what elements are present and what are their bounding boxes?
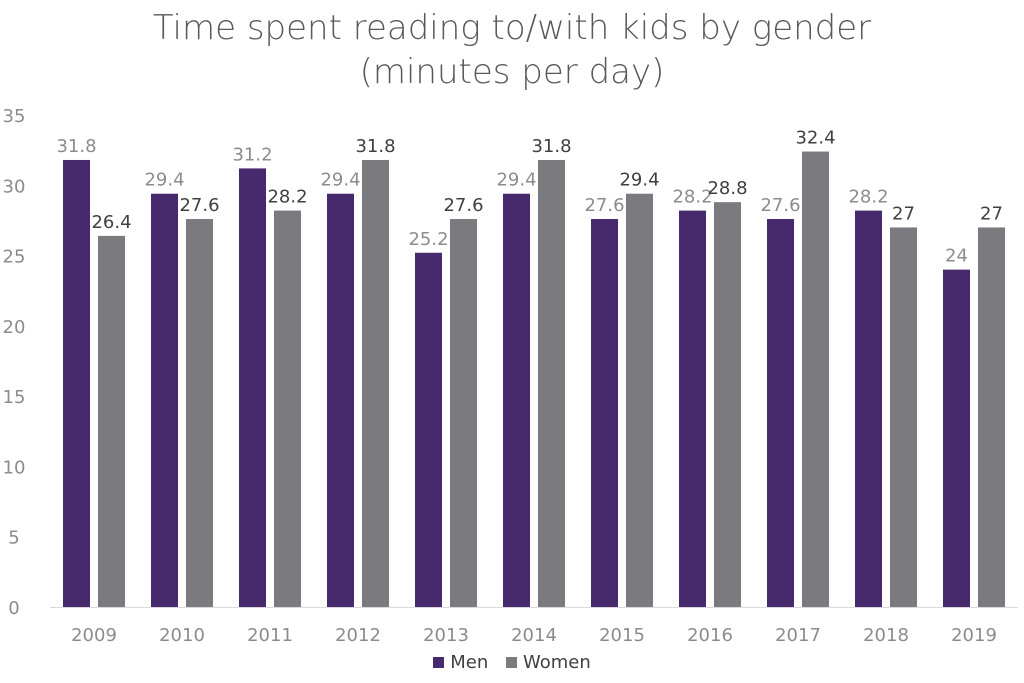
data-label-women: 27 <box>892 203 915 224</box>
data-label-men: 27.6 <box>760 195 800 216</box>
data-label-men: 31.2 <box>232 144 272 165</box>
bar-women <box>362 159 389 608</box>
bar-women <box>274 210 301 608</box>
legend-label-women: Women <box>522 652 591 673</box>
x-tick-label: 2012 <box>335 625 381 646</box>
data-label-women: 26.4 <box>91 212 131 233</box>
x-tick-label: 2017 <box>775 625 821 646</box>
legend-label-men: Men <box>450 652 489 673</box>
x-tick-label: 2011 <box>247 625 293 646</box>
bar-men <box>503 193 530 607</box>
data-label-men: 29.4 <box>496 170 536 191</box>
bar-men <box>679 210 706 608</box>
bar-women <box>538 159 565 608</box>
data-label-women: 29.4 <box>619 170 659 191</box>
legend-swatch-women <box>505 657 517 668</box>
x-tick-label: 2013 <box>423 625 469 646</box>
x-tick-label: 2018 <box>863 625 909 646</box>
y-tick-label: 10 <box>3 457 26 478</box>
bar-women <box>626 193 653 607</box>
bar-men <box>591 219 618 607</box>
bar-men <box>151 193 178 607</box>
data-label-women: 27.6 <box>179 195 219 216</box>
legend-item-men: Men <box>433 652 488 673</box>
y-tick-label: 5 <box>8 528 19 549</box>
data-label-men: 25.2 <box>408 229 448 250</box>
data-label-women: 28.2 <box>267 187 307 208</box>
bar-men <box>767 219 794 607</box>
data-label-men: 24 <box>945 246 968 267</box>
bars <box>63 151 1005 608</box>
y-tick-label: 35 <box>3 106 26 127</box>
data-label-women: 27.6 <box>443 195 483 216</box>
bar-men <box>327 193 354 607</box>
bar-women <box>714 202 741 607</box>
bar-women <box>186 219 213 607</box>
chart-title: Time spent reading to/with kids by gende… <box>0 6 1024 94</box>
bar-men <box>63 159 90 608</box>
bar-women <box>98 235 125 608</box>
legend: Men Women <box>0 652 1024 673</box>
legend-swatch-men <box>433 657 445 668</box>
x-tick-label: 2015 <box>599 625 645 646</box>
bar-women <box>978 227 1005 607</box>
x-axis: 2009 2010 2011 2012 2013 2014 2015 2016 2017 2018… <box>50 607 1018 646</box>
x-tick-label: 2010 <box>159 625 205 646</box>
data-labels: 31.8 26.4 29.4 27.6 31.2 28.2 29.4 31.8 25.2 27.6… <box>56 128 1002 267</box>
bar-women <box>890 227 917 607</box>
data-label-women: 31.8 <box>531 136 571 157</box>
legend-item-women: Women <box>505 652 591 673</box>
y-tick-label: 25 <box>3 247 26 268</box>
x-tick-label: 2014 <box>511 625 557 646</box>
bar-men <box>855 210 882 608</box>
data-label-women: 27 <box>980 203 1003 224</box>
data-label-men: 29.4 <box>320 170 360 191</box>
x-tick-label: 2009 <box>71 625 117 646</box>
data-label-men: 27.6 <box>584 195 624 216</box>
y-tick-label: 15 <box>3 387 26 408</box>
data-label-men: 28.2 <box>672 187 712 208</box>
chart-title-line-1: Time spent reading to/with kids by gende… <box>152 8 872 48</box>
data-label-men: 29.4 <box>144 170 184 191</box>
x-tick-label: 2019 <box>951 625 997 646</box>
bar-women <box>802 151 829 607</box>
data-label-women: 31.8 <box>355 136 395 157</box>
x-tick-label: 2016 <box>687 625 733 646</box>
data-label-women: 32.4 <box>795 128 835 149</box>
y-tick-label: 30 <box>3 176 26 197</box>
bar-men <box>415 252 442 607</box>
y-tick-label: 0 <box>8 598 19 619</box>
data-label-men: 31.8 <box>56 136 96 157</box>
bar-men <box>943 269 970 607</box>
chart-title-line-2: (minutes per day) <box>359 52 665 92</box>
y-tick-label: 20 <box>3 317 26 338</box>
bar-women <box>450 219 477 607</box>
bar-men <box>239 168 266 607</box>
data-label-women: 28.8 <box>707 178 747 199</box>
y-axis: 0 5 10 15 20 25 30 35 <box>3 106 26 619</box>
data-label-men: 28.2 <box>848 187 888 208</box>
